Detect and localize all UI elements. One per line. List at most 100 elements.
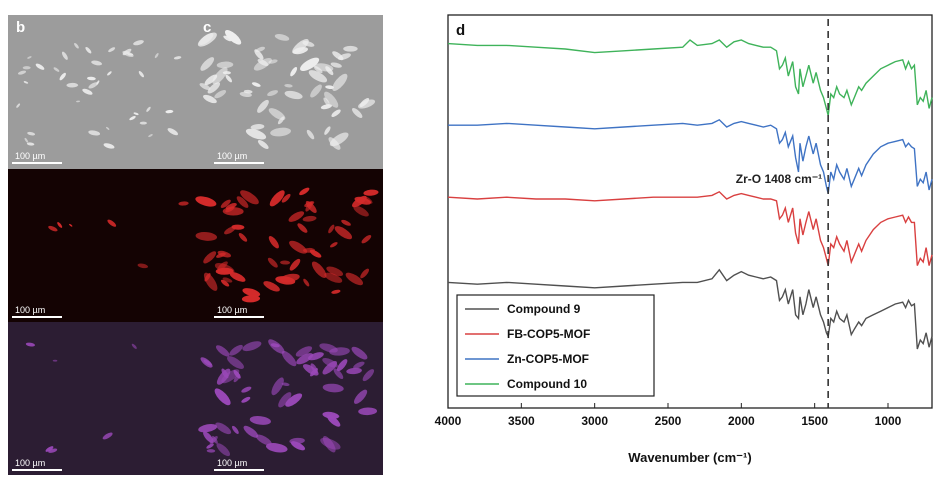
micrograph-image [8,322,195,475]
particle [322,383,344,393]
purple-map-panel-c [195,322,383,475]
legend-label: Compound 9 [507,302,581,316]
particle [57,222,63,228]
particle [332,51,344,61]
particle [178,201,189,206]
panel-label-c: c [203,19,212,36]
particle [297,223,308,233]
particle [353,205,369,217]
particle [330,242,338,248]
series-line-fb-cop5-mof [447,190,933,266]
series-line-compound-10 [447,39,933,116]
particle [311,261,327,278]
particle [267,90,279,97]
particle [206,443,214,449]
particle [274,34,290,41]
particle [197,32,217,47]
particle [74,42,79,49]
particle [359,97,370,108]
particle [27,131,36,136]
scale-bar-text: 100 µm [15,458,46,468]
series-line-zn-cop5-mof [448,118,933,194]
particle [354,196,372,205]
particle [280,260,291,265]
particle [249,415,271,425]
particle [281,382,290,386]
particle [257,99,269,113]
particle [88,82,99,89]
particle [76,100,81,103]
legend-box [456,294,655,397]
particle [290,66,298,77]
particle [269,190,285,207]
particle [324,126,331,135]
particle [148,134,153,138]
particle [326,266,344,277]
particle [203,94,217,104]
micrograph-image [195,322,383,475]
micrograph-image [8,15,195,169]
particle [59,72,66,81]
particle [173,56,182,60]
particle [305,201,313,212]
x-tick-label: 4000 [435,414,462,428]
scale-bar: 100 µm [214,305,264,469]
particle [61,51,68,60]
particle [24,137,29,143]
particle [325,85,334,90]
particle [167,128,179,136]
particle [351,346,368,360]
particle [22,66,31,70]
scale-bar-line [214,469,264,471]
particle [313,66,323,74]
particle [215,267,234,275]
particle [306,129,315,140]
particle [199,83,211,91]
particle [254,49,264,60]
particle [251,82,261,87]
zr-o-annotation: Zr-O 1408 cm⁻¹ [736,172,822,186]
particle [354,389,368,404]
particle [211,435,218,444]
particle [137,263,149,269]
particle [241,295,261,303]
particle [343,45,358,52]
particle [308,352,324,361]
particle [361,235,372,244]
panel-label-b: b [16,19,26,36]
particle [275,276,296,285]
particle [267,257,278,268]
particle [358,407,378,416]
particle [328,137,341,150]
scale-bar-text: 100 µm [15,305,46,315]
particle [255,434,272,446]
scale-bar: 100 µm [12,151,62,469]
particle [107,71,112,76]
particle [229,344,243,356]
particle [302,41,315,47]
particle [289,258,301,271]
particle [214,90,227,99]
particle [268,108,286,121]
particle [222,71,231,75]
particle [322,358,338,368]
legend: Compound 9 FB-COP5-MOF Zn-COP5-MOF Compound… [465,302,590,391]
particle [133,112,139,116]
x-axis-label: Wavenumber (cm⁻¹) [628,450,751,465]
particle [310,84,322,98]
particle [322,411,339,419]
particle [216,61,234,69]
particle [257,140,269,149]
particle [215,422,232,435]
x-tick-label: 1000 [875,414,902,428]
particle [200,57,215,71]
particle [320,104,332,110]
particle [103,143,115,149]
particle [332,73,348,91]
particle [268,339,285,354]
particle [290,441,306,451]
particle [35,63,45,70]
particle [85,46,92,54]
scale-bar-line [214,162,264,164]
